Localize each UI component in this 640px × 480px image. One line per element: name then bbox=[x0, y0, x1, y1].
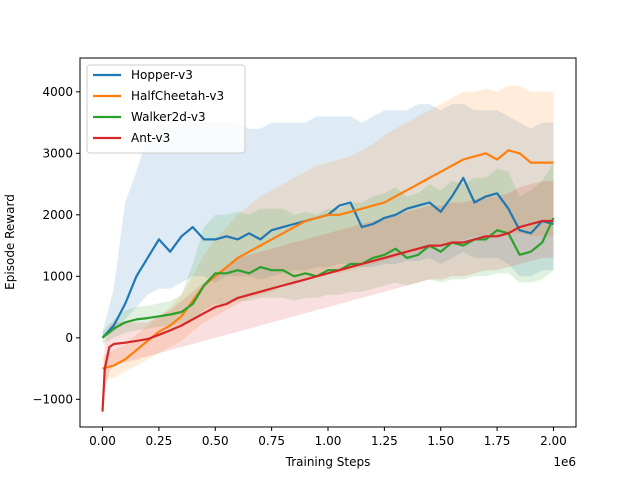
y-tick-label: 2000 bbox=[42, 208, 73, 222]
x-tick-label: 0.75 bbox=[258, 434, 285, 448]
y-tick-label: 1000 bbox=[42, 269, 73, 283]
x-tick-label: 1.25 bbox=[371, 434, 398, 448]
band-walker2d-v3 bbox=[102, 162, 554, 344]
series-line-halfcheetah-v3 bbox=[102, 149, 554, 370]
legend-label-walker2d-v3: Walker2d-v3 bbox=[131, 110, 206, 124]
y-axis-label: Episode Reward bbox=[3, 194, 17, 290]
band-ant-v3 bbox=[102, 181, 554, 418]
series-line-ant-v3 bbox=[101, 219, 554, 412]
x-axis-label: Training Steps bbox=[285, 455, 371, 469]
legend-box bbox=[86, 64, 246, 154]
x-axis-offset-label: 1e6 bbox=[553, 455, 576, 469]
legend-label-hopper-v3: Hopper-v3 bbox=[131, 68, 193, 82]
x-axis: 0.00 0.25 0.50 0.75 1.00 1.25 1.50 1.75 2.00 bbox=[89, 427, 567, 448]
y-tick-label: −1000 bbox=[32, 392, 73, 406]
x-tick-label: 1.00 bbox=[315, 434, 342, 448]
legend-label-halfcheetah-v3: HalfCheetah-v3 bbox=[131, 89, 224, 103]
x-tick-label: 2.00 bbox=[540, 434, 567, 448]
legend: Hopper-v3 HalfCheetah-v3 Walker2d-v3 Ant-v3 bbox=[86, 64, 246, 154]
y-tick-label: 4000 bbox=[42, 85, 73, 99]
y-axis: −1000 0 1000 2000 3000 4000 bbox=[32, 85, 80, 406]
x-tick-label: 1.50 bbox=[427, 434, 454, 448]
legend-label-ant-v3: Ant-v3 bbox=[131, 131, 170, 145]
x-tick-label: 1.75 bbox=[484, 434, 511, 448]
x-tick-label: 0.00 bbox=[89, 434, 116, 448]
y-tick-label: 3000 bbox=[42, 146, 73, 160]
x-tick-label: 0.25 bbox=[146, 434, 173, 448]
series-lines bbox=[101, 149, 555, 412]
x-tick-label: 0.50 bbox=[202, 434, 229, 448]
y-tick-label: 0 bbox=[65, 331, 73, 345]
band-hopper-v3 bbox=[102, 104, 554, 338]
